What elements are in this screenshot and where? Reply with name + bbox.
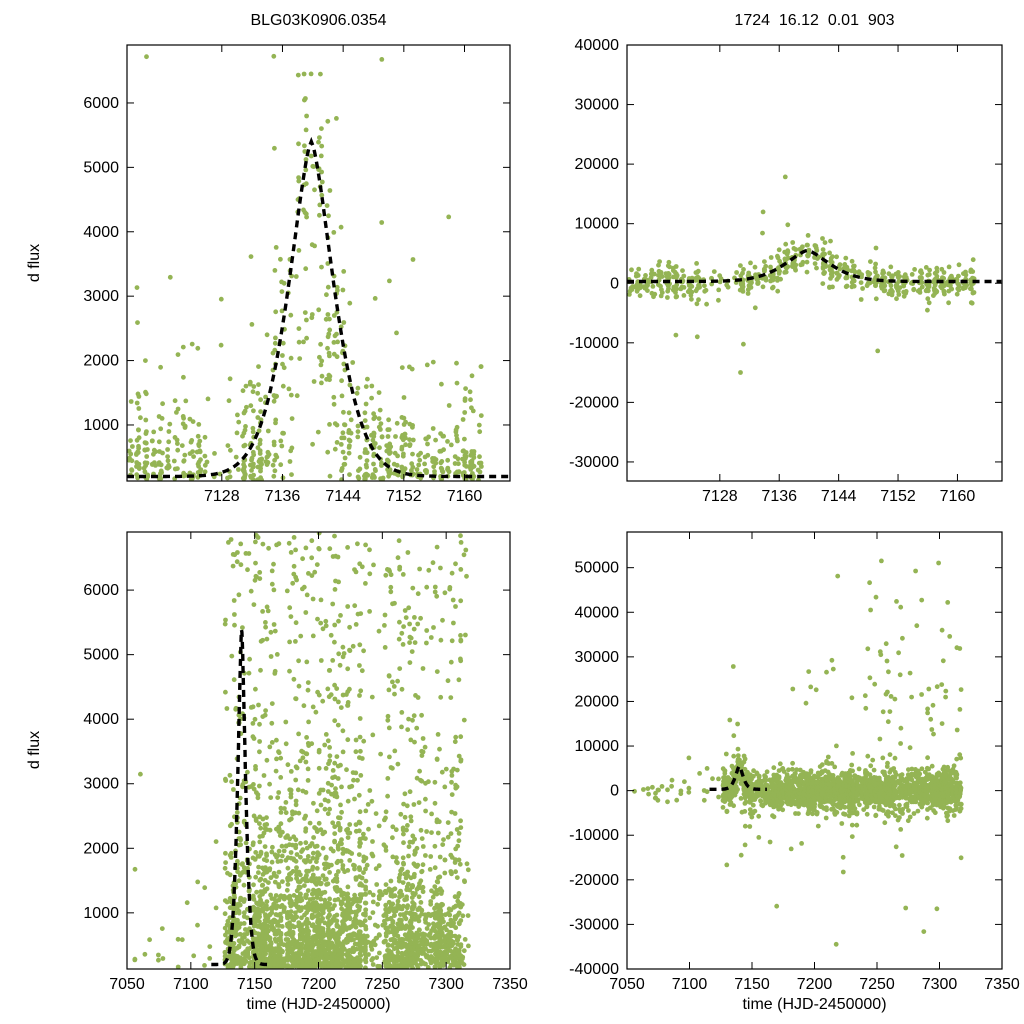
y-axis-label-bottom: d flux [26,730,43,770]
x-tick-label: 7250 [365,976,401,993]
scatter-points [132,532,471,969]
y-tick-label: 2000 [83,840,119,857]
scatter-points [632,558,964,947]
panel-top-left: 7128 7136 7144 7152 7160 1000 2000 3000 4000 5000… [83,44,511,505]
x-tick-label: 7350 [984,976,1020,993]
plot-frame [626,44,1003,482]
y-tick-label: 10000 [575,738,620,755]
y-tick-label: 40000 [575,37,620,54]
x-tick-label: 7136 [761,488,797,505]
model-curve [709,764,767,791]
x-tick-label: 7200 [797,976,833,993]
x-tick-label: 7152 [880,488,916,505]
y-tick-label: 30000 [575,97,620,114]
x-axis-label-right: time (HJD-2450000) [742,996,887,1013]
x-axis-label-left: time (HJD-2450000) [246,996,391,1013]
y-tick-label: -20000 [569,872,619,889]
y-tick-label: -20000 [569,394,619,411]
x-tick-label: 7100 [672,976,708,993]
y-tick-label: 20000 [575,693,620,710]
y-tick-label: 4000 [83,711,119,728]
x-tick-label: 7100 [173,976,209,993]
x-tick-label: 7128 [702,488,738,505]
x-tick-label: 7050 [109,976,145,993]
scatter-points [627,174,977,375]
x-tick-label: 7144 [821,488,857,505]
y-tick-label: 1000 [83,417,119,434]
y-axis-label-top: d flux [26,243,43,283]
y-tick-label: 6000 [83,582,119,599]
y-tick-label: 0 [610,783,619,800]
x-tick-label: 7050 [609,976,645,993]
x-tick-label: 7144 [325,488,361,505]
model-curve [127,136,510,479]
y-tick-label: 3000 [83,288,119,305]
y-tick-label: 0 [610,275,619,292]
x-tick-label: 7136 [265,488,301,505]
x-tick-label: 7350 [492,976,528,993]
scatter-points [127,53,484,481]
y-tick-label: -30000 [569,454,619,471]
x-tick-label: 7300 [428,976,464,993]
x-tick-label: 7300 [922,976,958,993]
x-tick-label: 7250 [859,976,895,993]
x-tick-label: 7150 [734,976,770,993]
y-tick-label: -40000 [569,961,619,978]
x-tick-label: 7152 [386,488,422,505]
x-tick-label: 7150 [237,976,273,993]
y-tick-label: 5000 [83,159,119,176]
panel-bottom-left: 7050 7100 7150 7200 7250 7300 7350 1000 2000 3000… [83,531,528,993]
y-tick-label: 3000 [83,776,119,793]
x-tick-label: 7200 [301,976,337,993]
left-plot-title: BLG03K0906.0354 [250,12,387,29]
y-tick-label: 30000 [575,649,620,666]
y-tick-label: 40000 [575,604,620,621]
y-tick-label: 2000 [83,353,119,370]
y-tick-label: -30000 [569,916,619,933]
y-tick-label: 1000 [83,905,119,922]
panel-bottom-right: 7050 7100 7150 7200 7250 7300 7350 -40000 -30000… [569,531,1020,993]
y-tick-label: 50000 [575,560,620,577]
y-tick-label: -10000 [569,827,619,844]
y-tick-label: 6000 [83,95,119,112]
x-tick-label: 7128 [204,488,240,505]
model-curve [627,248,1002,284]
plot-frame [126,44,511,482]
y-tick-label: 5000 [83,647,119,664]
y-tick-label: 20000 [575,156,620,173]
y-tick-label: 10000 [575,216,620,233]
y-tick-label: -10000 [569,335,619,352]
panel-top-right: 7128 7136 7144 7152 7160 -30000 -20000 -10000 0 1… [569,37,1003,505]
x-tick-label: 7160 [447,488,483,505]
right-plot-title: 1724 16.12 0.01 903 [734,12,895,29]
x-tick-label: 7160 [940,488,976,505]
y-tick-label: 4000 [83,224,119,241]
plot-frame [626,531,1003,970]
